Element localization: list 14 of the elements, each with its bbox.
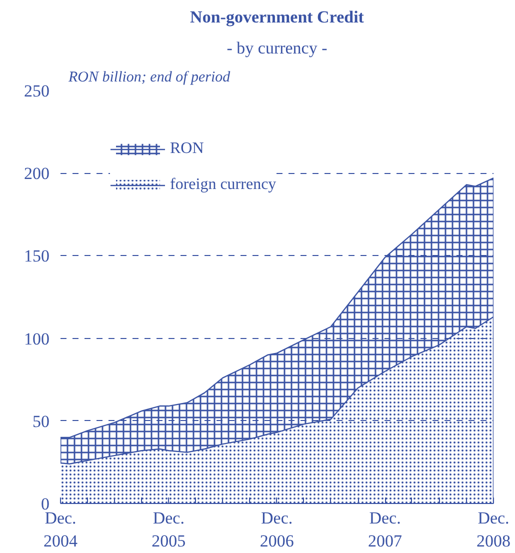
legend-label: foreign currency — [170, 176, 276, 194]
y-tick-label: 50 — [32, 412, 50, 431]
y-tick-label: 100 — [24, 329, 50, 348]
y-tick-label: 200 — [24, 164, 50, 184]
chart-subtitle: - by currency - — [226, 38, 328, 58]
x-tick-label: Dec. 2008 — [476, 508, 510, 550]
x-tick-label: Dec. 2007 — [368, 508, 403, 550]
legend-label: RON — [170, 140, 204, 158]
x-tick-label: Dec. 2006 — [260, 508, 294, 550]
x-tick-label: Dec. 2005 — [152, 508, 186, 550]
y-tick-label: 150 — [24, 246, 50, 266]
text: RON billion; end of period — [68, 70, 231, 86]
chart-title: Non-government Credit — [190, 8, 364, 26]
y-tick-label: 250 — [24, 82, 50, 100]
